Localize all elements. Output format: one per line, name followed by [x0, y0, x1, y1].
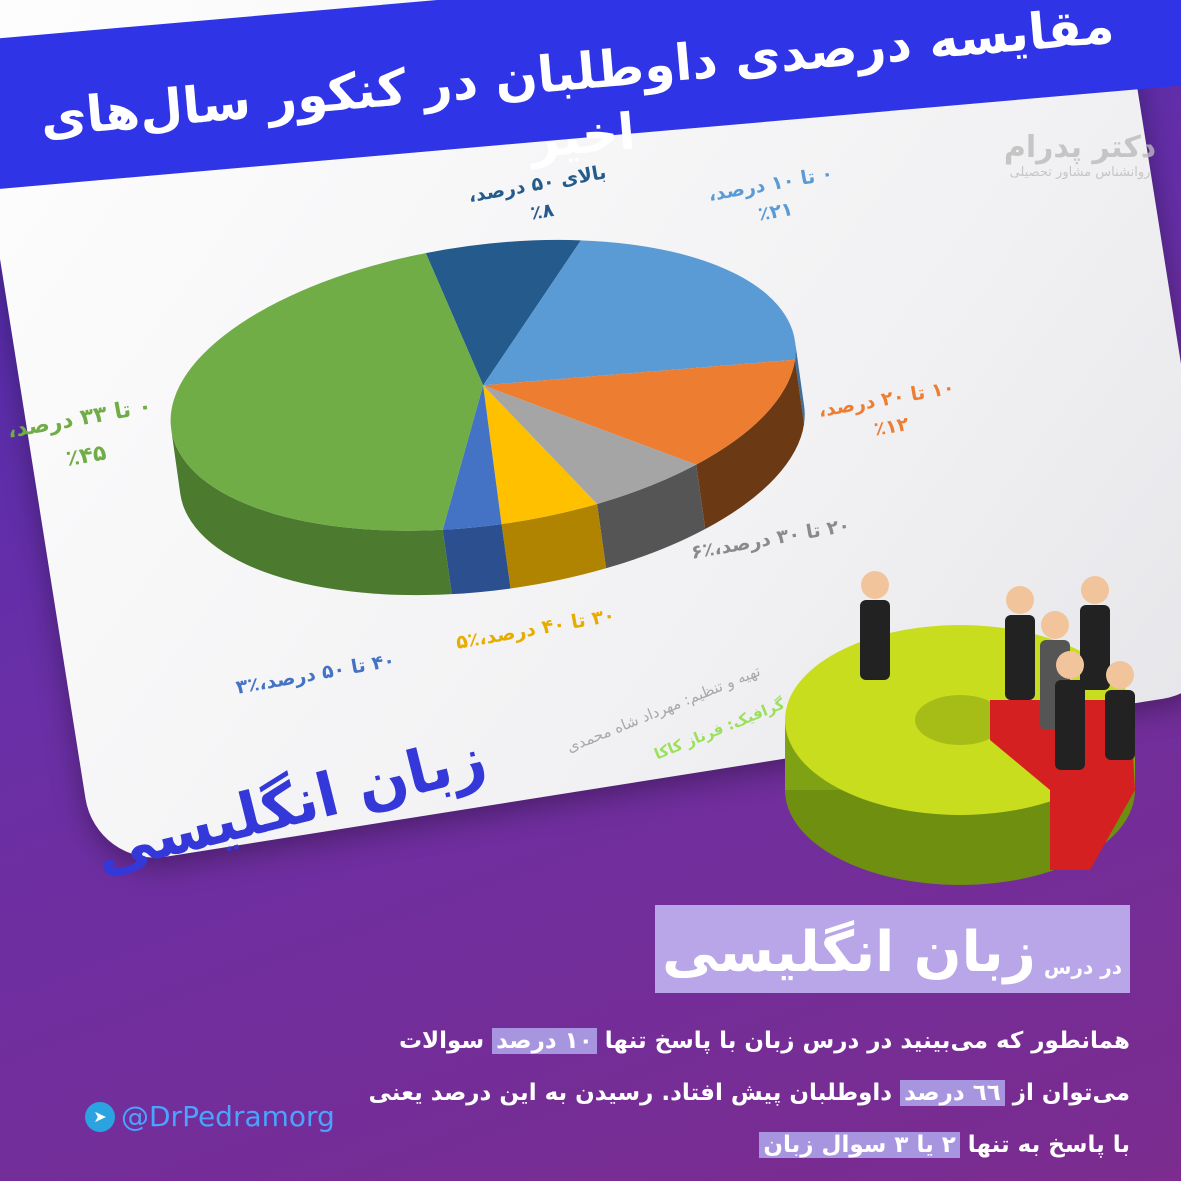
- people-figures: [860, 571, 1135, 770]
- pie-slice-3: [483, 385, 697, 504]
- pie-slice-4: [483, 385, 598, 525]
- telegram-handle: @DrPedramorg: [121, 1100, 335, 1133]
- pie-side-6: [171, 429, 452, 596]
- podium-red-slice: [990, 700, 1135, 870]
- logo: دکتر پدرام روانشناس مشاور تحصیلی: [1000, 130, 1160, 180]
- description-paragraph: همانطور که می‌بینید در درس زبان با پاسخ …: [368, 1028, 1130, 1158]
- pie-side-4: [501, 503, 607, 589]
- logo-name: دکتر پدرام: [1003, 130, 1157, 165]
- pie-slice-6: [170, 253, 484, 531]
- telegram-icon: ➤: [85, 1101, 115, 1132]
- pie-side-1: [794, 341, 805, 425]
- logo-tagline: روانشناس مشاور تحصیلی: [1009, 165, 1151, 180]
- pie-side-5: [442, 524, 511, 595]
- subtitle-prefix: در درس: [1043, 955, 1122, 979]
- pie-side-3: [597, 464, 706, 569]
- pie-side-2: [696, 359, 805, 530]
- telegram-link[interactable]: ➤ @DrPedramorg: [85, 1100, 335, 1133]
- pie-slice-0: [425, 239, 581, 386]
- pie-slice-1: [483, 240, 796, 386]
- podium-hole: [915, 695, 1005, 745]
- subtitle-box: در درس زبان انگلیسی: [655, 905, 1130, 993]
- subtitle-main: زبان انگلیسی: [662, 920, 1036, 985]
- pie-slice-5: [442, 385, 502, 530]
- pie-slice-2: [483, 359, 795, 465]
